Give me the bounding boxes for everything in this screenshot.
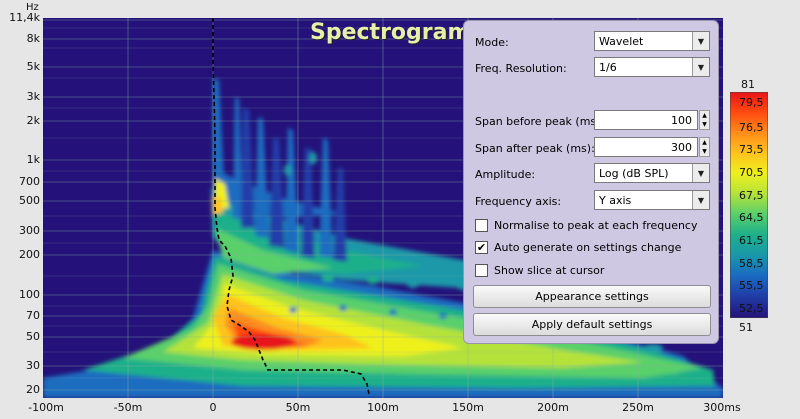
appearance-settings-button[interactable]: Appearance settings bbox=[473, 285, 711, 308]
normalise-checkbox[interactable]: Normalise to peak at each frequency bbox=[475, 219, 698, 232]
colorbar-label: 79,5 bbox=[739, 96, 764, 109]
amplitude-select[interactable]: Log (dB SPL) ▼ bbox=[594, 163, 710, 183]
freq-resolution-select[interactable]: 1/6 ▼ bbox=[594, 57, 710, 77]
y-tick-label: 3k bbox=[26, 90, 40, 103]
chevron-up-icon[interactable]: ▲ bbox=[702, 112, 707, 119]
colorbar-label: 73,5 bbox=[739, 143, 764, 156]
span-before-label: Span before peak (ms): bbox=[475, 115, 605, 128]
x-tick-label: -50m bbox=[113, 401, 143, 414]
show-slice-checkbox[interactable]: Show slice at cursor bbox=[475, 264, 604, 277]
y-tick-label: 700 bbox=[19, 175, 40, 188]
x-tick-label: 150m bbox=[452, 401, 484, 414]
mode-select[interactable]: Wavelet ▼ bbox=[594, 31, 710, 51]
x-tick-label: 300ms bbox=[703, 401, 741, 414]
y-tick-label: 100 bbox=[19, 288, 40, 301]
x-tick-label: -100m bbox=[28, 401, 64, 414]
spectrogram-canvas[interactable] bbox=[43, 18, 723, 398]
colorbar-max-label: 81 bbox=[741, 78, 755, 91]
colorbar-label: 64,5 bbox=[739, 211, 764, 224]
colorbar-label: 58,5 bbox=[739, 257, 764, 270]
freq-resolution-value: 1/6 bbox=[599, 61, 617, 74]
color-scale-bar bbox=[730, 92, 768, 318]
chart-title: Spectrogram bbox=[310, 20, 471, 45]
apply-defaults-button[interactable]: Apply default settings bbox=[473, 313, 711, 336]
checkbox-empty[interactable] bbox=[475, 219, 488, 232]
chevron-up-icon[interactable]: ▲ bbox=[702, 139, 707, 146]
colorbar-label: 52,5 bbox=[739, 302, 764, 315]
show-slice-label: Show slice at cursor bbox=[494, 264, 605, 277]
x-tick-label: 0 bbox=[209, 401, 217, 414]
colorbar-label: 70,5 bbox=[739, 166, 764, 179]
freq-resolution-label: Freq. Resolution: bbox=[475, 62, 567, 75]
span-before-value: 100 bbox=[671, 114, 692, 127]
normalise-label: Normalise to peak at each frequency bbox=[494, 219, 698, 232]
x-tick-label: 250m bbox=[622, 401, 654, 414]
y-tick-label: 70 bbox=[26, 309, 40, 322]
span-after-label: Span after peak (ms): bbox=[475, 142, 595, 155]
y-axis-unit: Hz bbox=[26, 2, 39, 13]
chevron-down-icon[interactable]: ▼ bbox=[692, 32, 709, 50]
y-tick-label: 11,4k bbox=[9, 11, 40, 24]
y-tick-label: 50 bbox=[26, 330, 40, 343]
chevron-down-icon[interactable]: ▼ bbox=[702, 148, 707, 155]
frequency-axis-label: Frequency axis: bbox=[475, 195, 562, 208]
span-before-input[interactable]: 100 bbox=[594, 110, 698, 130]
y-tick-label: 2k bbox=[26, 114, 40, 127]
chevron-down-icon[interactable]: ▼ bbox=[692, 191, 709, 209]
autogen-checkbox[interactable]: ✔ Auto generate on settings change bbox=[475, 241, 681, 254]
frequency-axis-select[interactable]: Y axis ▼ bbox=[594, 190, 710, 210]
span-after-input[interactable]: 300 bbox=[594, 137, 698, 157]
span-after-spinner[interactable]: ▲ ▼ bbox=[699, 137, 710, 157]
y-tick-label: 5k bbox=[26, 60, 40, 73]
checkmark-icon[interactable]: ✔ bbox=[475, 241, 488, 254]
settings-panel: Mode: Wavelet ▼ Freq. Resolution: 1/6 ▼ … bbox=[463, 20, 719, 344]
y-tick-label: 8k bbox=[26, 32, 40, 45]
span-before-spinner[interactable]: ▲ ▼ bbox=[699, 110, 710, 130]
x-tick-label: 50m bbox=[285, 401, 311, 414]
chevron-down-icon[interactable]: ▼ bbox=[702, 121, 707, 128]
y-tick-label: 300 bbox=[19, 224, 40, 237]
mode-label: Mode: bbox=[475, 36, 509, 49]
amplitude-label: Amplitude: bbox=[475, 168, 536, 181]
span-after-value: 300 bbox=[671, 141, 692, 154]
colorbar-label: 55,5 bbox=[739, 279, 764, 292]
y-tick-label: 500 bbox=[19, 194, 40, 207]
spectrogram-plot[interactable] bbox=[43, 18, 723, 398]
frequency-axis-value: Y axis bbox=[599, 194, 632, 207]
chevron-down-icon[interactable]: ▼ bbox=[692, 164, 709, 182]
x-tick-label: 200m bbox=[537, 401, 569, 414]
checkbox-empty[interactable] bbox=[475, 264, 488, 277]
amplitude-value: Log (dB SPL) bbox=[599, 167, 669, 180]
y-tick-label: 30 bbox=[26, 359, 40, 372]
y-tick-label: 200 bbox=[19, 248, 40, 261]
colorbar-min-label: 51 bbox=[739, 321, 753, 334]
colorbar-label: 67,5 bbox=[739, 189, 764, 202]
colorbar-label: 61,5 bbox=[739, 234, 764, 247]
y-tick-label: 1k bbox=[26, 153, 40, 166]
autogen-label: Auto generate on settings change bbox=[494, 241, 682, 254]
colorbar-label: 76,5 bbox=[739, 121, 764, 134]
y-tick-label: 20 bbox=[26, 383, 40, 396]
chevron-down-icon[interactable]: ▼ bbox=[692, 58, 709, 76]
x-tick-label: 100m bbox=[367, 401, 399, 414]
mode-value: Wavelet bbox=[599, 35, 644, 48]
